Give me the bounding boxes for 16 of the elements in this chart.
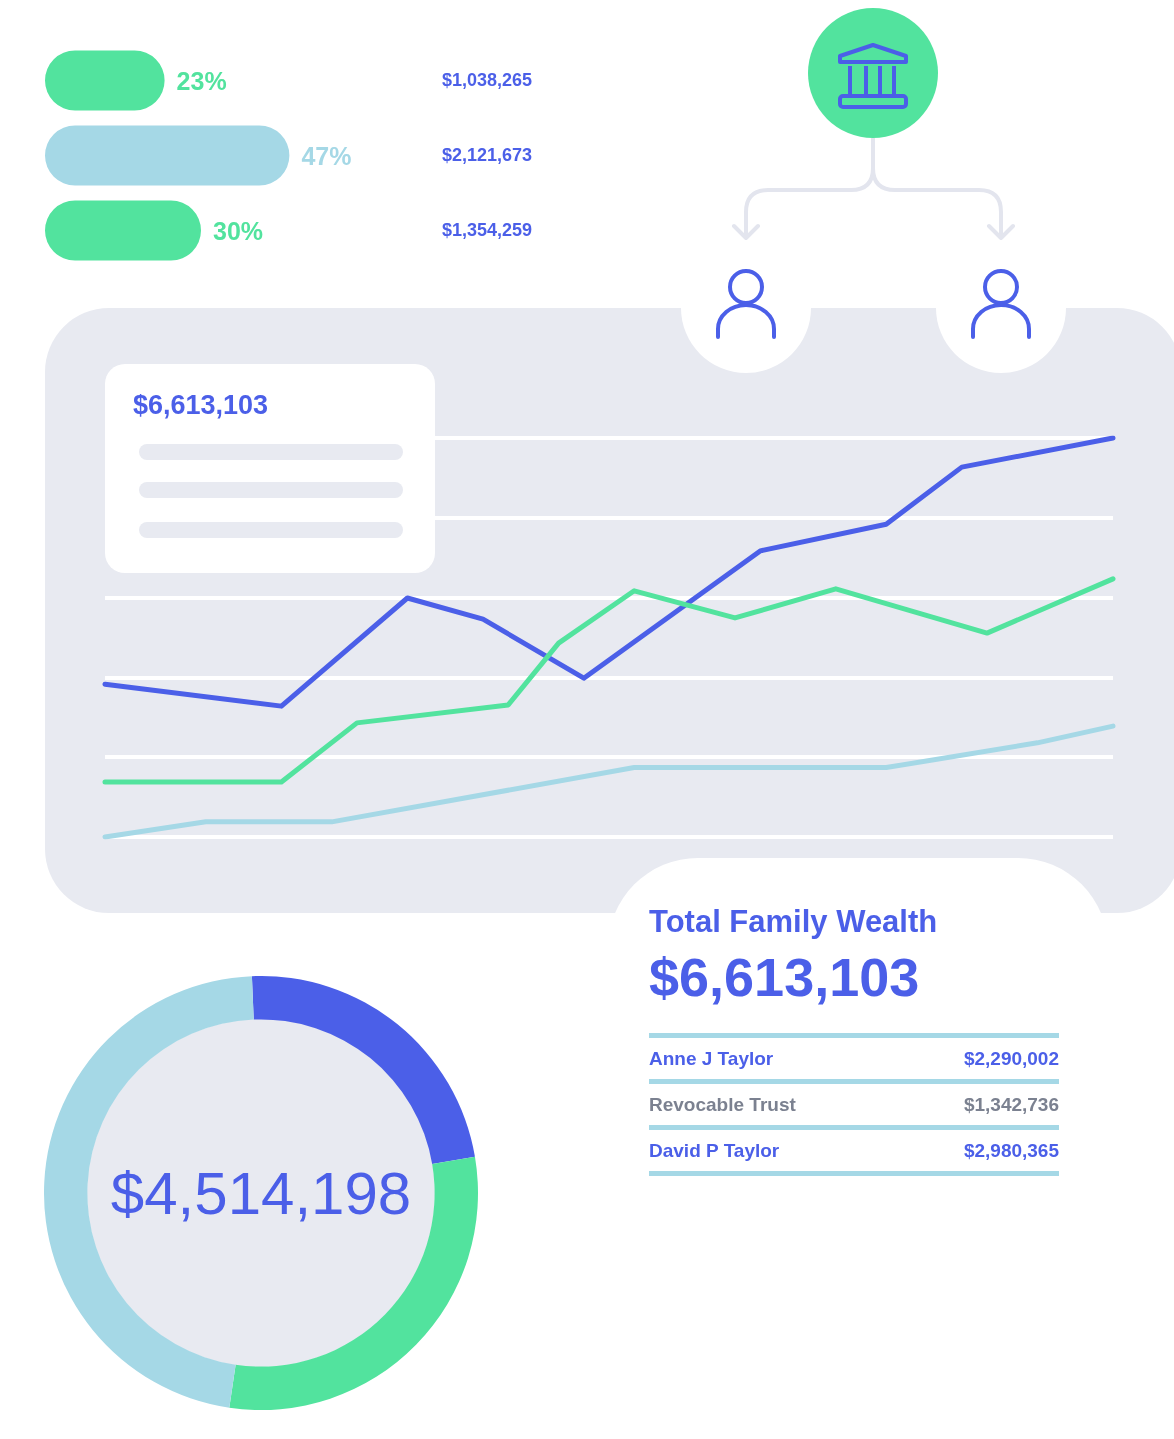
text: $6,613,103 (649, 946, 920, 1008)
text: $2,290,002 (963, 1047, 1059, 1070)
text: $1,038,265 (442, 69, 533, 90)
text: $6,613,103 (133, 390, 269, 421)
text: Revocable Trust (649, 1093, 796, 1116)
data-label: 23% (176, 66, 227, 95)
text: David P Taylor (649, 1139, 780, 1162)
data-label: 30% (213, 216, 264, 245)
text: Total Family Wealth (649, 904, 938, 940)
text: $4,514,198 (110, 1159, 412, 1227)
text: $1,354,259 (442, 219, 533, 240)
text: Anne J Taylor (649, 1047, 774, 1070)
text: $1,342,736 (963, 1093, 1059, 1116)
text: $2,980,365 (963, 1139, 1059, 1162)
text: $2,121,673 (442, 144, 533, 165)
data-label: 47% (301, 141, 352, 170)
